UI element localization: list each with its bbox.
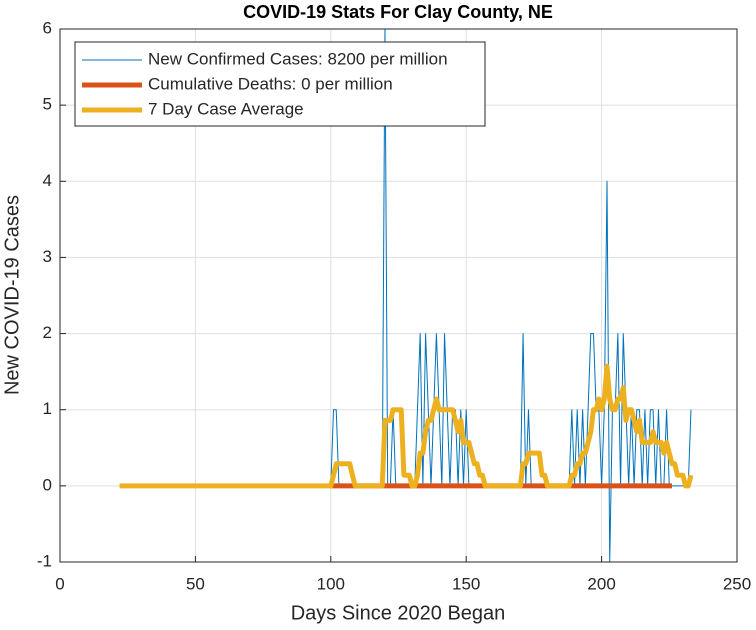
x-tick-label: 150: [452, 574, 480, 593]
x-tick-label: 200: [587, 574, 615, 593]
y-tick-label: 3: [43, 247, 52, 266]
y-tick-label: 1: [43, 399, 52, 418]
legend-label: New Confirmed Cases: 8200 per million: [148, 49, 448, 68]
x-tick-label: 100: [317, 574, 345, 593]
legend-box: [74, 41, 486, 127]
series-line: [119, 363, 694, 489]
x-tick-label: 250: [723, 574, 751, 593]
x-tick-label: 50: [186, 574, 205, 593]
y-tick-label: 4: [43, 171, 52, 190]
legend: New Confirmed Cases: 8200 per million Cum…: [74, 41, 486, 127]
y-tick-label: 6: [43, 18, 52, 37]
x-axis-label: Days Since 2020 Began: [291, 602, 506, 624]
legend-label: 7 Day Case Average: [148, 99, 304, 118]
chart-title: COVID-19 Stats For Clay County, NE: [243, 2, 553, 22]
y-tick-label: 5: [43, 95, 52, 114]
y-axis-label: New COVID-19 Cases: [1, 195, 23, 395]
y-tick-label: -1: [37, 551, 52, 570]
legend-label: Cumulative Deaths: 0 per million: [148, 74, 393, 93]
plot-frame: [59, 28, 738, 563]
y-tick-label: 0: [43, 475, 52, 494]
y-tick-label: 2: [43, 323, 52, 342]
x-tick-label: 0: [55, 574, 64, 593]
lines: [119, 29, 694, 562]
